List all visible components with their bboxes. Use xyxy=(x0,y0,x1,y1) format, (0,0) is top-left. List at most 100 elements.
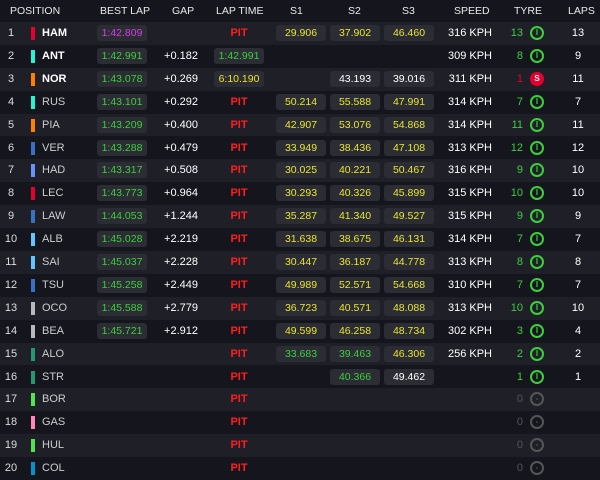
team-color xyxy=(31,462,35,476)
position: 8 xyxy=(7,187,15,200)
driver-code: HAD xyxy=(42,164,66,177)
laps: 7 xyxy=(574,233,582,246)
sector-time: 49.989 xyxy=(276,276,326,293)
column-header: POSITION xyxy=(10,5,61,17)
tyre-age: 9 xyxy=(516,210,523,223)
driver-code: ALO xyxy=(42,347,65,360)
lap-time: PIT xyxy=(230,95,248,108)
sector-time: 36.723 xyxy=(276,299,326,316)
driver-row: 2 ANT 1:42.991 +0.182 1:42.991 309 KPH 8 I 9 xyxy=(0,44,600,68)
sector-time: 39.463 xyxy=(330,345,380,362)
sector-time: 33.949 xyxy=(276,139,326,156)
driver-row: 18 GAS PIT 0- xyxy=(0,411,600,435)
sector-time: 29.906 xyxy=(276,25,326,41)
gap: +2.449 xyxy=(164,278,198,291)
lap-time: PIT xyxy=(230,187,248,200)
sector-time: 52.571 xyxy=(330,276,380,293)
position: 5 xyxy=(7,118,15,131)
laps: 10 xyxy=(571,301,585,314)
lap-time: PIT xyxy=(230,278,248,291)
best-lap: 1:45.588 xyxy=(97,299,147,316)
tyre-icon: I xyxy=(530,117,544,132)
team-color xyxy=(31,301,35,315)
speed: 313 KPH xyxy=(447,301,492,314)
position: 18 xyxy=(4,416,18,429)
lap-time: PIT xyxy=(230,27,248,39)
gap: +0.292 xyxy=(164,95,198,108)
speed: 309 KPH xyxy=(447,49,492,62)
tyre-icon: S xyxy=(530,71,544,86)
lap-time: 6:10.190 xyxy=(214,70,264,87)
tyre-age: 0 xyxy=(516,462,523,475)
tyre-icon: I xyxy=(530,277,544,292)
best-lap: 1:44.053 xyxy=(97,208,147,225)
driver-code: LEC xyxy=(42,187,64,200)
sector-time: 37.902 xyxy=(330,25,380,41)
tyre-age: 12 xyxy=(510,141,523,154)
sector-time: 40.571 xyxy=(330,299,380,316)
tyre-icon: I xyxy=(530,94,544,109)
sector-time: 40.221 xyxy=(330,162,380,179)
best-lap: 1:42.809 xyxy=(97,25,147,41)
lap-time: PIT xyxy=(230,462,248,475)
position: 11 xyxy=(5,256,17,268)
tyre-age: 9 xyxy=(516,164,523,177)
tyre-icon: - xyxy=(530,415,544,430)
tyre-age: 1 xyxy=(516,72,523,85)
tyre-icon: I xyxy=(530,232,544,247)
sector-time: 39.016 xyxy=(384,70,434,87)
driver-code: COL xyxy=(42,462,65,475)
best-lap: 1:45.258 xyxy=(97,276,147,293)
best-lap: 1:43.078 xyxy=(97,70,147,87)
sector-time: 46.306 xyxy=(384,345,434,362)
driver-code: NOR xyxy=(42,72,67,85)
sector-time: 55.588 xyxy=(330,93,380,110)
driver-row: 15 ALO PIT 33.683 39.463 46.306 256 KPH 2 I 2 xyxy=(0,342,600,366)
tyre-icon: I xyxy=(530,48,544,63)
speed: 315 KPH xyxy=(447,210,492,223)
tyre-age: 10 xyxy=(510,187,523,200)
column-header: S3 xyxy=(402,5,415,17)
laps: 9 xyxy=(574,210,582,223)
sector-time: 45.899 xyxy=(384,185,434,202)
tyre-icon: I xyxy=(530,163,544,178)
team-color xyxy=(31,347,35,361)
team-color xyxy=(31,233,35,247)
column-header: S2 xyxy=(348,5,361,17)
column-header: BEST LAP xyxy=(100,5,150,17)
team-color xyxy=(31,324,35,338)
tyre-icon: I xyxy=(530,186,544,201)
gap: +2.219 xyxy=(164,233,198,246)
driver-code: HUL xyxy=(42,439,65,452)
position: 1 xyxy=(7,27,15,39)
lap-time: PIT xyxy=(230,141,248,154)
sector-time: 30.447 xyxy=(276,254,326,270)
driver-code: HAM xyxy=(42,27,68,39)
speed: 314 KPH xyxy=(447,233,492,246)
laps: 7 xyxy=(574,95,582,108)
sector-time: 40.326 xyxy=(330,185,380,202)
driver-row: 6 VER 1:43.288 +0.479 PIT 33.949 38.436 47.108 3… xyxy=(0,136,600,160)
position: 15 xyxy=(4,347,18,360)
team-color xyxy=(31,49,35,63)
laps: 13 xyxy=(571,27,585,39)
laps: 12 xyxy=(571,141,585,154)
driver-row: 8 LEC 1:43.773 +0.964 PIT 30.293 40.326 45.899 3… xyxy=(0,182,600,206)
gap: +2.779 xyxy=(164,301,198,314)
gap: +0.182 xyxy=(164,49,198,62)
driver-row: 20 COL PIT 0- xyxy=(0,457,600,480)
tyre-age: 8 xyxy=(516,49,523,62)
position: 19 xyxy=(4,439,18,452)
gap: +0.400 xyxy=(164,118,198,131)
laps: 4 xyxy=(574,324,582,337)
driver-row: 5 PIA 1:43.209 +0.400 PIT 42.907 53.076 54.868 3… xyxy=(0,113,600,137)
tyre-icon: I xyxy=(530,300,544,315)
driver-row: 13 OCO 1:45.588 +2.779 PIT 36.723 40.571 48.088… xyxy=(0,296,600,320)
driver-code: PIA xyxy=(42,118,60,131)
laps: 2 xyxy=(574,347,582,360)
header-row: POSITION BEST LAP GAP LAP TIME S1 S2 S3 SPEED TY… xyxy=(0,0,600,23)
team-color xyxy=(31,210,35,224)
speed: 310 KPH xyxy=(447,278,492,291)
speed: 313 KPH xyxy=(447,141,492,154)
best-lap: 1:42.991 xyxy=(97,47,147,64)
